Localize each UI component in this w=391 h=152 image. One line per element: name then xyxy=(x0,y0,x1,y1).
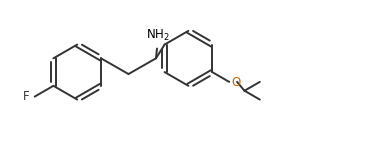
Text: O: O xyxy=(231,76,240,89)
Text: F: F xyxy=(23,90,30,103)
Text: NH$_2$: NH$_2$ xyxy=(146,28,170,43)
